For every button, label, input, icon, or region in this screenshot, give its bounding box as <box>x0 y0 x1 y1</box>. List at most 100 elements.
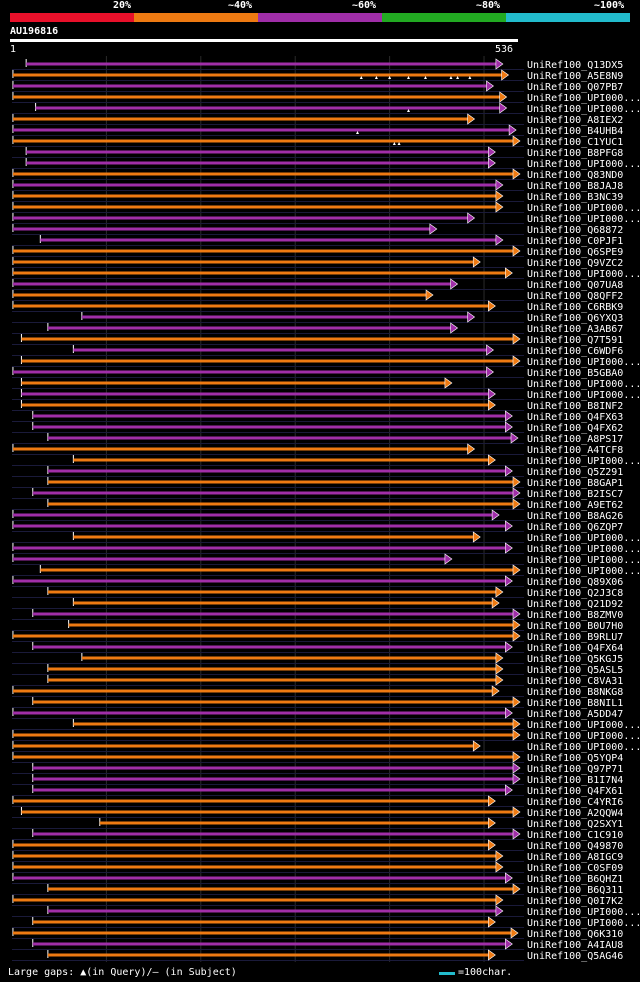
hit-label[interactable]: UniRef100_Q21D92 <box>527 599 623 610</box>
hit-label[interactable]: UniRef100_UPI000... <box>527 918 640 929</box>
hit-label[interactable]: UniRef100_C0SF09 <box>527 863 623 874</box>
hit-label[interactable]: UniRef100_UPI000... <box>527 203 640 214</box>
hit-label[interactable]: UniRef100_B4UHB4 <box>527 126 623 137</box>
hit-label[interactable]: UniRef100_Q97P71 <box>527 764 623 775</box>
hit-label[interactable]: UniRef100_Q5AG46 <box>527 951 623 962</box>
hit-label[interactable]: UniRef100_UPI000... <box>527 269 640 280</box>
hit-label[interactable]: UniRef100_UPI000... <box>527 379 640 390</box>
hit-label[interactable]: UniRef100_C1YUC1 <box>527 137 623 148</box>
hit-arrow <box>429 223 438 235</box>
hit-label[interactable]: UniRef100_A3AB67 <box>527 324 623 335</box>
query-gap-marker <box>456 76 460 79</box>
hit-label[interactable]: UniRef100_B8NKG8 <box>527 687 623 698</box>
hit-label[interactable]: UniRef100_UPI000... <box>527 357 640 368</box>
hit-label[interactable]: UniRef100_Q5YQP4 <box>527 753 623 764</box>
hit-label[interactable]: UniRef100_UPI000... <box>527 93 640 104</box>
hit-label[interactable]: UniRef100_B8AG26 <box>527 511 623 522</box>
hit-arrow <box>512 355 521 367</box>
hit-arrow <box>505 520 513 532</box>
hit-arrow <box>505 707 513 719</box>
hit-label[interactable]: UniRef100_Q6K310 <box>527 929 623 940</box>
hit-label[interactable]: UniRef100_Q2SXY1 <box>527 819 623 830</box>
hit-label[interactable]: UniRef100_UPI000... <box>527 456 640 467</box>
hit-arrow <box>512 751 521 763</box>
hit-label[interactable]: UniRef100_Q4FX61 <box>527 786 623 797</box>
hit-label[interactable]: UniRef100_A5DD47 <box>527 709 623 720</box>
hit-label[interactable]: UniRef100_UPI000... <box>527 159 640 170</box>
hit-label[interactable]: UniRef100_UPI000... <box>527 544 640 555</box>
hit-label[interactable]: UniRef100_Q6SPE9 <box>527 247 623 258</box>
hit-label[interactable]: UniRef100_B8GAP1 <box>527 478 623 489</box>
hit-label[interactable]: UniRef100_B8NIL1 <box>527 698 623 709</box>
query-name: AU196816 <box>10 26 59 37</box>
hit-label[interactable]: UniRef100_UPI000... <box>527 533 640 544</box>
hit-label[interactable]: UniRef100_B2ISC7 <box>527 489 623 500</box>
hit-label[interactable]: UniRef100_UPI000... <box>527 214 640 225</box>
hit-label[interactable]: UniRef100_B5GBA0 <box>527 368 623 379</box>
hit-arrow <box>508 124 517 136</box>
hit-label[interactable]: UniRef100_Q5Z291 <box>527 467 623 478</box>
hit-label[interactable]: UniRef100_B8JAJ8 <box>527 181 623 192</box>
hit-arrow <box>488 839 496 851</box>
hit-label[interactable]: UniRef100_A8IEX2 <box>527 115 623 126</box>
hit-label[interactable]: UniRef100_UPI000... <box>527 555 640 566</box>
hit-label[interactable]: UniRef100_Q89X06 <box>527 577 623 588</box>
hit-label[interactable]: UniRef100_UPI000... <box>527 104 640 115</box>
hit-label[interactable]: UniRef100_Q8QFF2 <box>527 291 623 302</box>
hit-label[interactable]: UniRef100_C0PJF1 <box>527 236 623 247</box>
hit-arrow <box>486 344 494 356</box>
hit-label[interactable]: UniRef100_Q7T591 <box>527 335 623 346</box>
hit-label[interactable]: UniRef100_B6Q311 <box>527 885 623 896</box>
hit-label[interactable]: UniRef100_B0U7H0 <box>527 621 623 632</box>
hit-label[interactable]: UniRef100_A2QQW4 <box>527 808 623 819</box>
hit-label[interactable]: UniRef100_C8VA31 <box>527 676 623 687</box>
hit-label[interactable]: UniRef100_UPI000... <box>527 720 640 731</box>
hit-label[interactable]: UniRef100_Q68872 <box>527 225 623 236</box>
hit-label[interactable]: UniRef100_A4TCF8 <box>527 445 623 456</box>
hit-label[interactable]: UniRef100_B6QHZ1 <box>527 874 623 885</box>
hit-label[interactable]: UniRef100_Q0I7K2 <box>527 896 623 907</box>
hit-label[interactable]: UniRef100_Q13DX5 <box>527 60 623 71</box>
hit-label[interactable]: UniRef100_B3NC39 <box>527 192 623 203</box>
hit-arrow <box>512 762 521 774</box>
hit-label[interactable]: UniRef100_Q9VZC2 <box>527 258 623 269</box>
hit-label[interactable]: UniRef100_UPI000... <box>527 390 640 401</box>
hit-label[interactable]: UniRef100_UPI000... <box>527 731 640 742</box>
hit-label[interactable]: UniRef100_B8INF2 <box>527 401 623 412</box>
hit-label[interactable]: UniRef100_Q5KGJ5 <box>527 654 623 665</box>
hit-label[interactable]: UniRef100_Q49870 <box>527 841 623 852</box>
hit-arrow <box>510 432 519 444</box>
hit-arrow <box>467 311 476 323</box>
query-end-tick: 536 <box>495 44 514 55</box>
hit-label[interactable]: UniRef100_UPI000... <box>527 566 640 577</box>
hit-label[interactable]: UniRef100_A9ET62 <box>527 500 623 511</box>
hit-label[interactable]: UniRef100_Q2J3C8 <box>527 588 623 599</box>
hit-label[interactable]: UniRef100_B8ZMV0 <box>527 610 623 621</box>
hit-label[interactable]: UniRef100_A8IGC9 <box>527 852 623 863</box>
hit-label[interactable]: UniRef100_C6RBK9 <box>527 302 623 313</box>
hit-label[interactable]: UniRef100_A8PS17 <box>527 434 623 445</box>
hit-label[interactable]: UniRef100_UPI000... <box>527 742 640 753</box>
hit-arrow <box>501 69 510 81</box>
hit-label[interactable]: UniRef100_Q83ND0 <box>527 170 623 181</box>
hit-arrow <box>512 773 521 785</box>
hit-label[interactable]: UniRef100_Q6YXQ3 <box>527 313 623 324</box>
hit-label[interactable]: UniRef100_UPI000... <box>527 907 640 918</box>
hit-label[interactable]: UniRef100_C6WDF6 <box>527 346 623 357</box>
hit-label[interactable]: UniRef100_Q07UA8 <box>527 280 623 291</box>
hit-label[interactable]: UniRef100_B9RLU7 <box>527 632 623 643</box>
hit-label[interactable]: UniRef100_A5E8N9 <box>527 71 623 82</box>
hit-label[interactable]: UniRef100_Q4FX62 <box>527 423 623 434</box>
hit-arrow <box>491 597 500 609</box>
hit-label[interactable]: UniRef100_A4IAU8 <box>527 940 623 951</box>
hit-label[interactable]: UniRef100_C1C910 <box>527 830 623 841</box>
hit-label[interactable]: UniRef100_Q07PB7 <box>527 82 623 93</box>
hit-label[interactable]: UniRef100_Q6ZQP7 <box>527 522 623 533</box>
hit-label[interactable]: UniRef100_Q4FX63 <box>527 412 623 423</box>
hit-label[interactable]: UniRef100_C4YRI6 <box>527 797 623 808</box>
hit-label[interactable]: UniRef100_Q4FX64 <box>527 643 623 654</box>
hit-arrow <box>467 212 476 224</box>
hit-label[interactable]: UniRef100_B8PFG8 <box>527 148 623 159</box>
hit-label[interactable]: UniRef100_B1I7N4 <box>527 775 623 786</box>
hit-label[interactable]: UniRef100_Q5ASL5 <box>527 665 623 676</box>
